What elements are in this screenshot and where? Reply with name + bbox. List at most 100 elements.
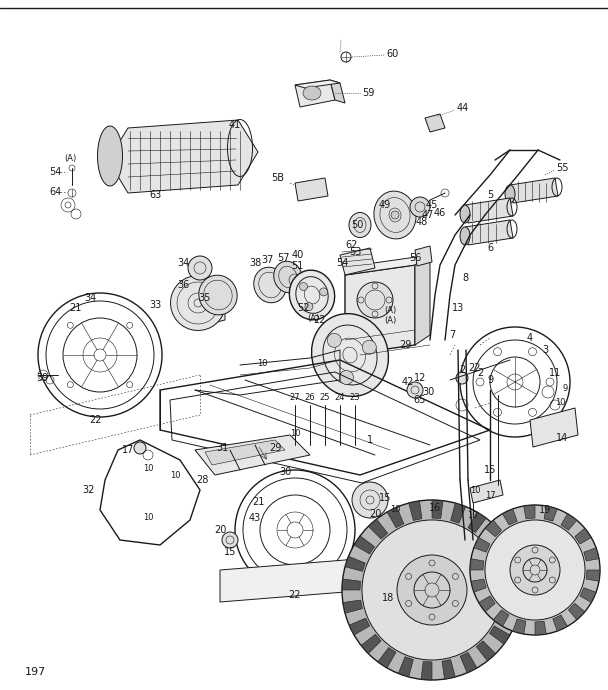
Polygon shape	[349, 618, 370, 635]
Text: 12: 12	[414, 373, 426, 383]
Text: 20: 20	[214, 525, 226, 535]
Text: 30: 30	[422, 387, 434, 397]
Text: 3: 3	[542, 345, 548, 355]
Polygon shape	[575, 529, 592, 544]
Text: 35: 35	[199, 293, 211, 303]
Text: 10: 10	[290, 428, 300, 437]
Text: 62: 62	[346, 240, 358, 250]
Text: 41: 41	[229, 120, 241, 130]
Text: 20: 20	[369, 509, 381, 519]
Text: 39: 39	[36, 373, 48, 383]
Text: 16: 16	[429, 503, 441, 513]
Text: 24: 24	[335, 393, 345, 402]
Polygon shape	[330, 80, 345, 103]
Text: 28: 28	[196, 475, 208, 485]
Text: 9: 9	[487, 375, 493, 385]
Text: 17: 17	[122, 445, 134, 455]
Polygon shape	[561, 514, 577, 530]
Text: 29: 29	[399, 340, 411, 350]
Circle shape	[342, 500, 522, 680]
Polygon shape	[580, 588, 596, 602]
Text: 4: 4	[527, 333, 533, 343]
Polygon shape	[544, 506, 557, 521]
Ellipse shape	[374, 191, 416, 239]
Text: 15: 15	[484, 465, 496, 475]
Polygon shape	[387, 507, 404, 528]
Text: 5B: 5B	[272, 173, 285, 183]
Text: 59: 59	[362, 88, 374, 98]
Polygon shape	[342, 579, 361, 590]
Text: 48: 48	[416, 217, 428, 227]
Text: 18: 18	[382, 593, 394, 603]
Text: 25: 25	[320, 393, 330, 402]
Polygon shape	[470, 480, 503, 503]
Text: 46: 46	[434, 208, 446, 218]
Circle shape	[188, 256, 212, 280]
Text: 38: 38	[249, 258, 261, 268]
Circle shape	[470, 505, 600, 635]
Polygon shape	[460, 652, 477, 673]
Text: 6: 6	[487, 243, 493, 253]
Polygon shape	[535, 621, 546, 635]
Polygon shape	[474, 538, 490, 552]
Polygon shape	[220, 558, 370, 602]
Polygon shape	[361, 634, 381, 653]
Polygon shape	[295, 178, 328, 201]
Text: 54: 54	[336, 258, 348, 268]
Polygon shape	[415, 246, 432, 266]
Text: 10: 10	[170, 471, 180, 480]
Text: 11: 11	[549, 368, 561, 378]
Polygon shape	[175, 280, 225, 325]
Text: 9: 9	[562, 384, 568, 393]
Polygon shape	[478, 596, 495, 612]
Polygon shape	[499, 609, 519, 624]
Circle shape	[510, 545, 560, 595]
Polygon shape	[553, 615, 567, 631]
Text: 10: 10	[143, 513, 153, 522]
Text: 44: 44	[457, 103, 469, 113]
Text: 40: 40	[292, 250, 304, 260]
Polygon shape	[205, 440, 285, 465]
Polygon shape	[108, 120, 258, 193]
Circle shape	[485, 520, 585, 620]
Text: 26: 26	[305, 393, 316, 402]
Ellipse shape	[311, 314, 389, 396]
Circle shape	[407, 382, 423, 398]
Text: 17: 17	[485, 491, 496, 500]
Polygon shape	[523, 505, 535, 519]
Text: 21: 21	[69, 303, 81, 313]
Polygon shape	[421, 662, 432, 680]
Text: 53: 53	[349, 247, 361, 257]
Ellipse shape	[274, 262, 302, 293]
Text: 32: 32	[82, 485, 94, 495]
Ellipse shape	[170, 275, 226, 331]
Text: 37: 37	[262, 255, 274, 265]
Ellipse shape	[349, 213, 371, 237]
Text: 15: 15	[224, 547, 236, 557]
Polygon shape	[468, 512, 486, 533]
Polygon shape	[568, 604, 585, 620]
Ellipse shape	[460, 205, 470, 223]
Polygon shape	[502, 566, 521, 580]
Circle shape	[222, 532, 238, 548]
Circle shape	[456, 372, 468, 384]
Text: 15: 15	[379, 493, 391, 503]
Text: 1: 1	[367, 435, 373, 445]
Polygon shape	[345, 255, 430, 275]
Text: (A): (A)	[307, 313, 319, 322]
Polygon shape	[493, 610, 509, 627]
Ellipse shape	[460, 227, 470, 245]
Text: 13: 13	[452, 303, 464, 313]
Polygon shape	[368, 519, 388, 539]
Polygon shape	[398, 657, 413, 677]
Polygon shape	[295, 80, 335, 107]
Text: 22: 22	[289, 590, 301, 600]
Text: 65: 65	[414, 395, 426, 405]
Circle shape	[362, 520, 502, 660]
Text: (A): (A)	[64, 153, 76, 163]
Text: 57: 57	[277, 253, 289, 263]
Polygon shape	[340, 248, 375, 275]
Text: 5: 5	[487, 190, 493, 200]
Text: 8: 8	[462, 273, 468, 283]
Text: 45: 45	[426, 200, 438, 210]
